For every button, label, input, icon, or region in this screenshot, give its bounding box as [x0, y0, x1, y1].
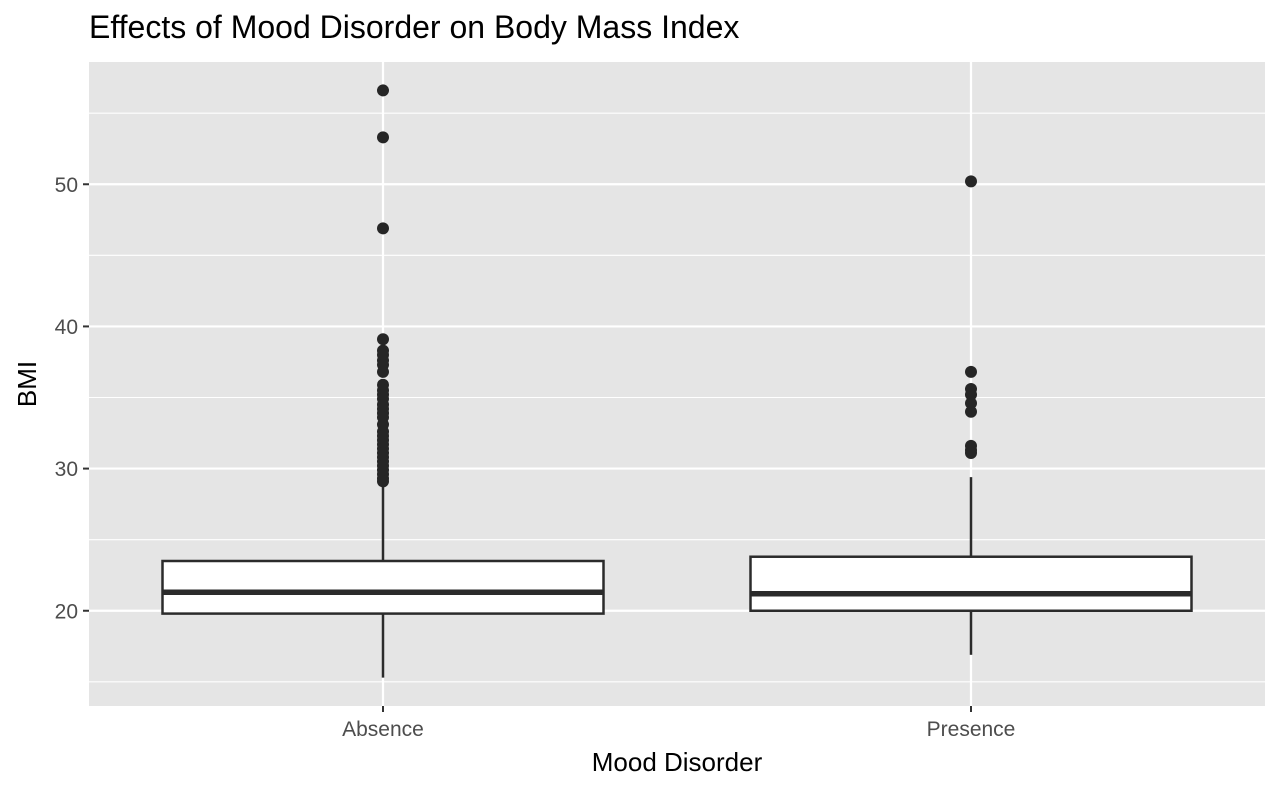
chart-title: Effects of Mood Disorder on Body Mass In… — [89, 9, 739, 45]
outlier-point — [965, 446, 977, 459]
box-group-presence — [749, 175, 1193, 655]
outlier-point — [965, 365, 977, 378]
box-group-absence — [161, 84, 605, 678]
outlier-point — [965, 405, 977, 418]
minor-gridlines — [89, 112, 1265, 683]
iqr-box — [749, 555, 1193, 613]
y-tick-label: 20 — [55, 600, 78, 623]
outlier-point — [965, 397, 977, 410]
outlier-point — [377, 333, 389, 346]
y-tick-label: 40 — [55, 316, 78, 339]
outlier-point — [377, 131, 389, 144]
x-tick-label: Presence — [927, 718, 1016, 741]
outlier-point — [965, 175, 977, 188]
y-tick-label: 50 — [55, 174, 78, 197]
outlier-point — [377, 84, 389, 97]
boxes-layer — [161, 84, 1193, 678]
outlier-point — [965, 388, 977, 401]
x-tick-label: Absence — [342, 718, 424, 741]
outlier-point — [377, 222, 389, 235]
outlier-point — [377, 365, 389, 378]
iqr-box — [161, 559, 605, 615]
x-axis: Absence Presence — [342, 706, 1015, 741]
y-axis-title: BMI — [12, 361, 42, 407]
y-tick-label: 30 — [55, 458, 78, 481]
x-axis-title: Mood Disorder — [592, 747, 763, 777]
outlier-point — [377, 475, 389, 488]
y-axis: 20 30 40 50 — [55, 174, 89, 623]
